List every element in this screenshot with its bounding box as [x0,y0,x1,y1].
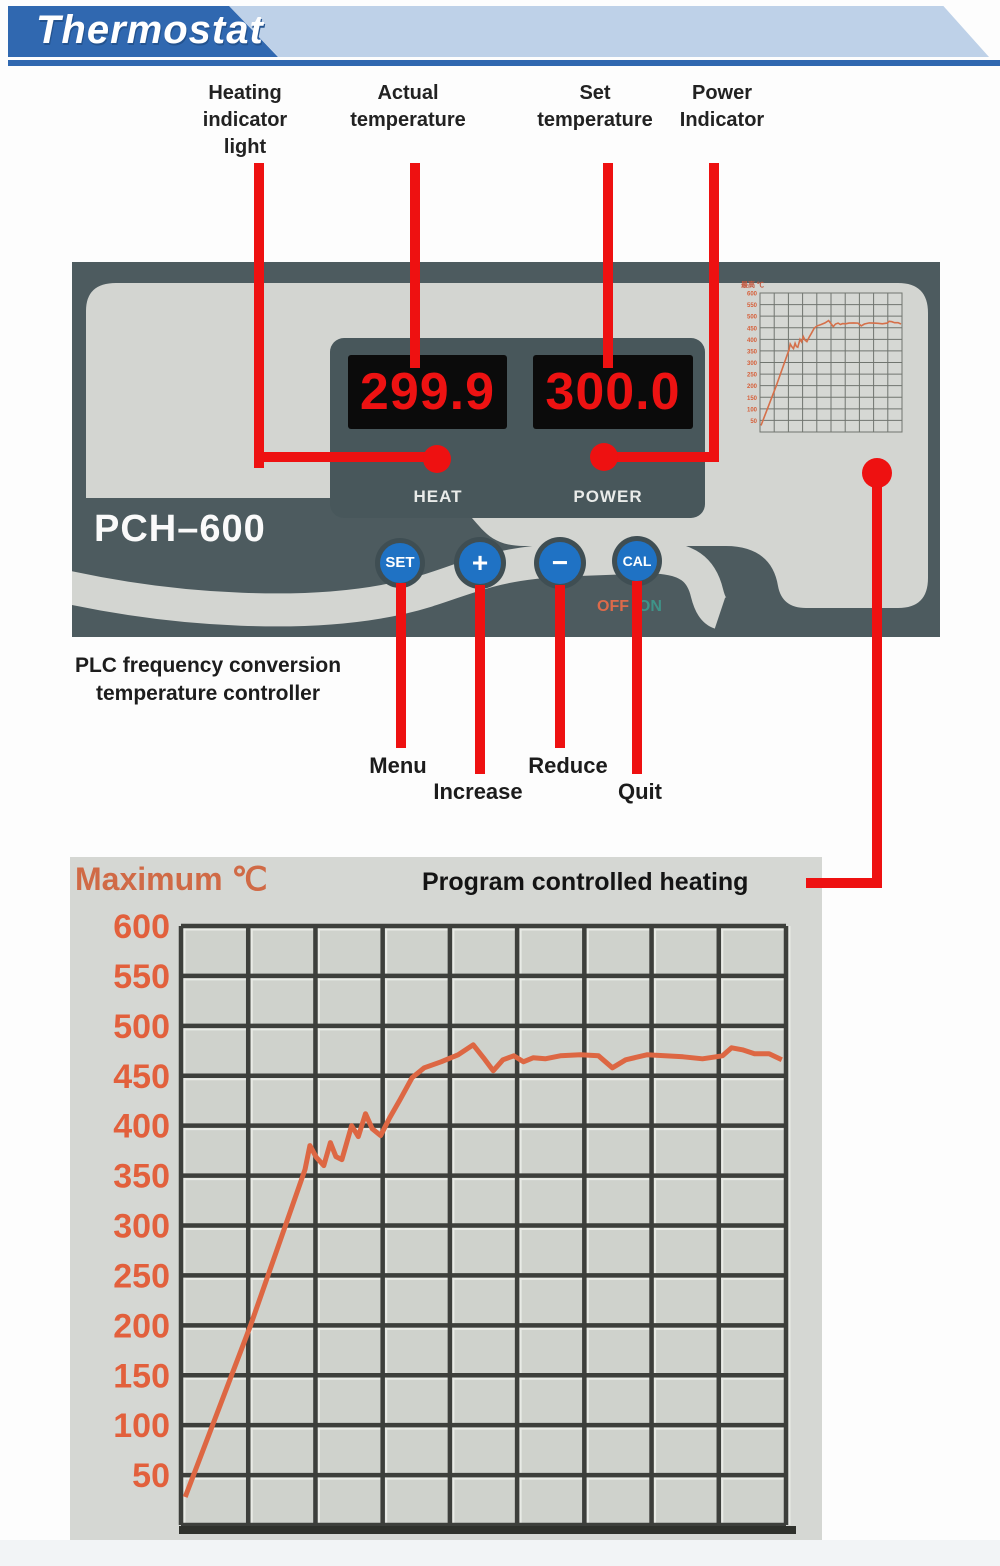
annotation-line-chart-h [806,878,882,888]
increase-button[interactable]: + [459,542,501,584]
cal-button[interactable]: CAL [617,541,657,581]
y-tick-label: 100 [113,1407,170,1445]
set-button[interactable]: SET [380,543,420,583]
mini-y-tick-label: 400 [747,338,758,344]
mini-chart-title: 最高 ℃ [741,280,764,289]
header-underline [8,60,1000,66]
panel-artwork: 最高 ℃ 600 550 500 450 400 350 300 250 200 150 100 50 [58,280,928,629]
power-switch-marking: OFF /ON [597,598,662,616]
annotation-dot-power-indicator [590,443,618,471]
y-tick-label: 450 [113,1058,170,1096]
product-caption: PLC frequency conversion temperature con… [40,652,376,708]
annotation-line-quit [632,581,642,774]
program-heating-chart: 600 550 500 450 400 350 300 250 200 150 100 50 [113,908,796,1534]
label-actual-temperature: Actual temperature [330,80,486,134]
mini-y-tick-label: 450 [747,326,758,332]
y-tick-label: 500 [113,1008,170,1046]
panel-mini-chart: 最高 ℃ 600 550 500 450 400 350 300 250 200 150 100 50 [741,280,903,433]
annotation-line-power-v [709,163,719,462]
annotation-line-set [603,163,613,368]
annotation-dot-heat-indicator [423,445,451,473]
label-menu: Menu [369,753,427,778]
y-tick-label: 50 [132,1457,170,1495]
y-tick-label: 350 [113,1158,170,1196]
annotation-line-actual [410,163,420,368]
label-line: Set [579,82,611,104]
label-line: Indicator [679,109,765,131]
mini-y-tick-label: 500 [747,315,758,321]
label-line: temperature [350,109,466,131]
controller-front-panel: 最高 ℃ 600 550 500 450 400 350 300 250 200 150 100 50 … [58,262,940,637]
label-line: light [223,136,267,158]
annotation-line-increase [475,585,485,774]
y-tick-label: 150 [113,1357,170,1395]
heat-indicator-caption: HEAT [413,487,463,506]
annotation-line-power-h [610,452,719,462]
annotation-dot-chart-link [862,458,892,488]
mini-y-tick-label: 50 [750,419,757,425]
label-heating-indicator-light: Heating indicator light [175,80,315,161]
chart-ylabel: Maximum ℃ [75,861,268,897]
mini-y-tick-label: 300 [747,361,758,367]
y-tick-label: 550 [113,958,170,996]
mini-y-tick-label: 350 [747,349,758,355]
mini-y-tick-label: 100 [747,407,758,413]
program-heating-chart-panel: 600 550 500 450 400 350 300 250 200 150 100 50 [70,857,822,1540]
label-line: Power [691,82,753,104]
annotation-line-heating-v [254,163,264,468]
y-tick-label: 250 [113,1257,170,1295]
y-tick-label: 600 [113,908,170,946]
page-footer-strip [0,1540,1000,1566]
label-power-indicator: Power Indicator [652,80,792,134]
mini-y-tick-label: 600 [747,292,758,298]
chart-title: Program controlled heating [422,868,749,896]
annotation-line-chart-v [872,473,882,888]
mini-y-tick-label: 550 [747,303,758,309]
label-line: Heating [208,82,282,104]
label-line: indicator [202,109,288,131]
caption-line: temperature controller [95,682,321,705]
annotation-line-heating-h [254,452,437,462]
mini-heating-curve-line [760,319,902,426]
header-banner [8,6,278,57]
decrease-button[interactable]: − [539,542,581,584]
caption-line: PLC frequency conversion [74,654,342,677]
y-tick-label: 200 [113,1307,170,1345]
mini-y-tick-label: 250 [747,373,758,379]
page-title: Thermostat [36,8,264,52]
y-tick-label: 400 [113,1108,170,1146]
annotation-line-reduce [555,585,565,748]
heating-curve-line [182,1042,783,1498]
label-reduce: Reduce [528,753,608,778]
annotation-line-menu [396,583,406,748]
actual-temperature-display: 299.9 [348,355,507,429]
header-banner-accent [229,6,989,57]
model-name: PCH–600 [94,508,266,550]
label-increase: Increase [433,779,523,804]
set-temperature-display: 300.0 [533,355,693,429]
label-quit: Quit [618,779,662,804]
label-line: Actual [377,82,439,104]
mini-y-tick-label: 150 [747,396,758,402]
label-set-temperature: Set temperature [517,80,673,134]
y-tick-label: 300 [113,1208,170,1246]
mini-y-tick-label: 200 [747,384,758,390]
label-line: temperature [537,109,653,131]
off-label: OFF [597,598,629,615]
power-indicator-caption: POWER [573,487,643,506]
